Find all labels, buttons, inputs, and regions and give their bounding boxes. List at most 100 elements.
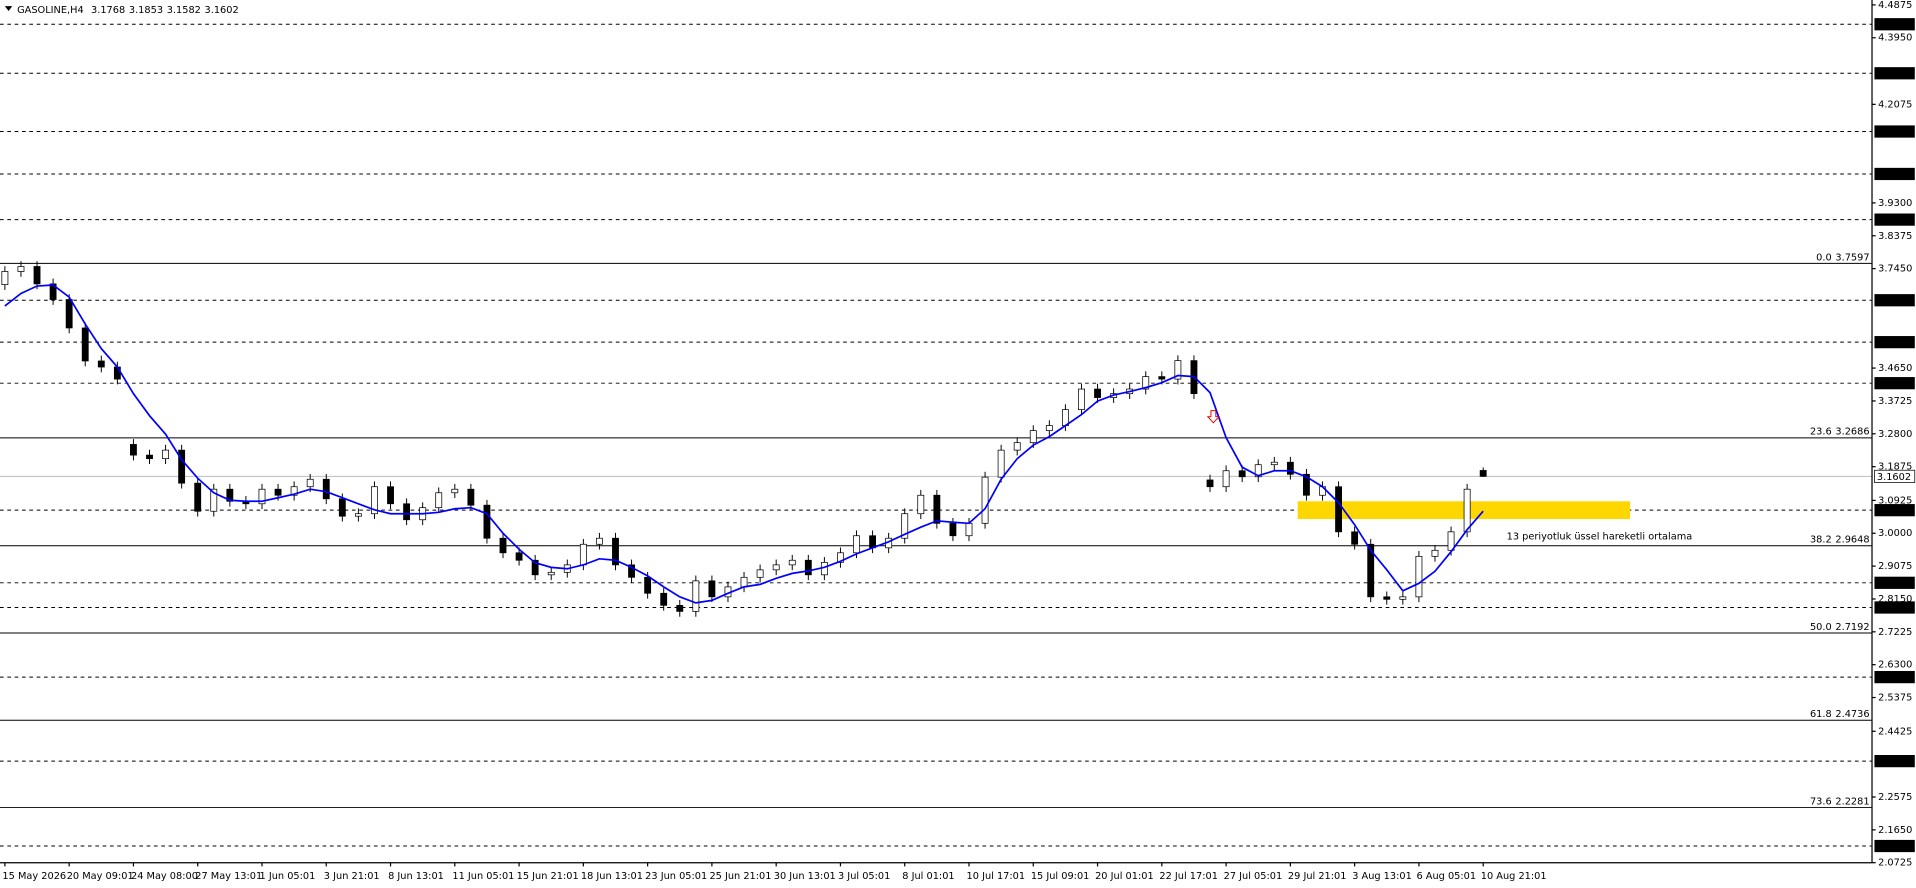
- level-price-box: [1874, 601, 1915, 614]
- level-price-label: 3.6560: [1877, 296, 1911, 307]
- candle-body: [949, 522, 957, 537]
- candle-body: [596, 537, 603, 545]
- x-tick-label: 22 Jul 17:01: [1159, 871, 1218, 882]
- x-tick-label: 20 May 09:01: [67, 871, 134, 882]
- fibonacci-level: 73.6: [1810, 796, 1832, 807]
- candle-body: [17, 266, 25, 272]
- candle-body: [981, 476, 989, 524]
- candle-body: [1286, 461, 1294, 475]
- candle-body: [81, 327, 89, 362]
- fibonacci-level: 61.8: [1810, 709, 1832, 720]
- level-price-box: [1874, 839, 1915, 853]
- candle-body: [49, 283, 57, 300]
- candle-body: [515, 552, 523, 561]
- level-price-label: 3.4225: [1877, 379, 1911, 390]
- level-price-label: 3.8830: [1877, 215, 1911, 226]
- level-price-box: [1874, 576, 1915, 589]
- candle-body: [644, 576, 652, 594]
- level-price-box: [1874, 18, 1915, 31]
- symbol-icon: [4, 6, 13, 11]
- candle-body: [354, 513, 362, 517]
- x-tick-label: 8 Jul 01:01: [902, 871, 954, 882]
- candle-body: [130, 444, 137, 456]
- x-tick-label: 18 Jun 13:01: [581, 871, 643, 882]
- fibonacci-level: 0.0: [1816, 252, 1832, 263]
- y-tick-label: 4.3950: [1878, 33, 1912, 44]
- x-tick-label: 15 Jun 21:01: [517, 871, 579, 882]
- x-tick-label: 8 Jun 13:01: [388, 871, 444, 882]
- header-open: 3.1768: [91, 5, 125, 16]
- level-price-label: 2.7910: [1877, 603, 1911, 614]
- candle-body: [756, 569, 764, 578]
- candle-body: [1367, 543, 1375, 598]
- fibonacci-price: 3.7597: [1835, 252, 1869, 263]
- levels-layer: [0, 23, 1873, 847]
- fibonacci-price: 3.2686: [1835, 427, 1869, 438]
- x-tick-label: 10 Aug 21:01: [1481, 871, 1547, 882]
- level-price-box: [1874, 671, 1915, 684]
- candle-body: [1142, 376, 1150, 390]
- y-tick-label: 3.4650: [1878, 363, 1912, 374]
- candle-body: [1431, 549, 1439, 557]
- y-tick-label: 3.3725: [1878, 396, 1912, 407]
- level-price-label: 3.0650: [1877, 506, 1911, 517]
- candle-body: [162, 449, 169, 460]
- y-tick-label: 2.1650: [1878, 825, 1912, 836]
- level-price-label: 3.5380: [1877, 338, 1911, 349]
- level-price-label: 2.1195: [1877, 842, 1911, 853]
- candle-body: [1254, 464, 1262, 478]
- y-tick-label: 3.0925: [1878, 495, 1912, 506]
- candle-body: [1399, 596, 1407, 600]
- level-price-label: 2.8605: [1877, 578, 1911, 589]
- candle-body: [853, 535, 860, 554]
- level-price-box: [1874, 294, 1915, 307]
- fibonacci-price: 2.2281: [1835, 796, 1869, 807]
- candle-body: [1222, 470, 1230, 488]
- x-tick-label: 3 Jul 05:01: [838, 871, 890, 882]
- overlay-layer: 4.4330 4.2950 4.1310 4.0115 3.8830 3.6560 3.53…: [1507, 18, 1916, 853]
- candle-body: [467, 488, 475, 506]
- candle-body: [403, 503, 411, 521]
- header-close: 3.1602: [205, 5, 239, 16]
- y-tick-label: 2.6300: [1878, 660, 1912, 671]
- x-tick-label: 25 Jun 21:01: [709, 871, 771, 882]
- x-tick-label: 3 Aug 13:01: [1352, 871, 1412, 882]
- ema-line: [4, 284, 1484, 604]
- candle-body: [226, 488, 234, 502]
- candle-body: [146, 454, 153, 460]
- candles-layer: [1, 261, 1487, 617]
- candle-body: [1094, 388, 1101, 398]
- y-tick-label: 2.7225: [1878, 627, 1912, 638]
- candle-body: [1351, 531, 1359, 545]
- candle-body: [740, 576, 748, 588]
- level-price-box: [1874, 167, 1915, 181]
- candle-body: [65, 299, 73, 329]
- y-tick-label: 2.0725: [1878, 858, 1912, 869]
- candle-body: [210, 488, 218, 512]
- candle-body: [499, 537, 507, 554]
- candle-body: [97, 360, 105, 368]
- level-price-box: [1874, 125, 1915, 138]
- level-price-label: 2.5950: [1877, 673, 1911, 684]
- x-tick-label: 10 Jul 17:01: [967, 871, 1026, 882]
- level-price-label: 2.3585: [1877, 757, 1911, 768]
- level-price-label: 4.2950: [1877, 69, 1911, 80]
- candle-body: [692, 580, 700, 612]
- candle-body: [531, 559, 539, 576]
- x-tick-label: 23 Jun 05:01: [645, 871, 707, 882]
- candle-body: [612, 537, 619, 566]
- fibonacci-price: 2.9648: [1835, 535, 1869, 546]
- level-price-box: [1874, 67, 1915, 80]
- candle-body: [306, 478, 314, 488]
- candle-body: [676, 604, 684, 612]
- candle-body: [435, 492, 443, 509]
- candle-body: [708, 580, 716, 598]
- candle-body: [628, 564, 635, 578]
- level-price-box: [1874, 336, 1915, 349]
- x-tick-label: 6 Aug 05:01: [1416, 871, 1476, 882]
- y-tick-label: 3.7450: [1878, 264, 1912, 275]
- y-tick-label: 3.9300: [1878, 198, 1912, 209]
- candle-body: [1463, 488, 1471, 533]
- level-price-label: 4.4330: [1877, 20, 1911, 31]
